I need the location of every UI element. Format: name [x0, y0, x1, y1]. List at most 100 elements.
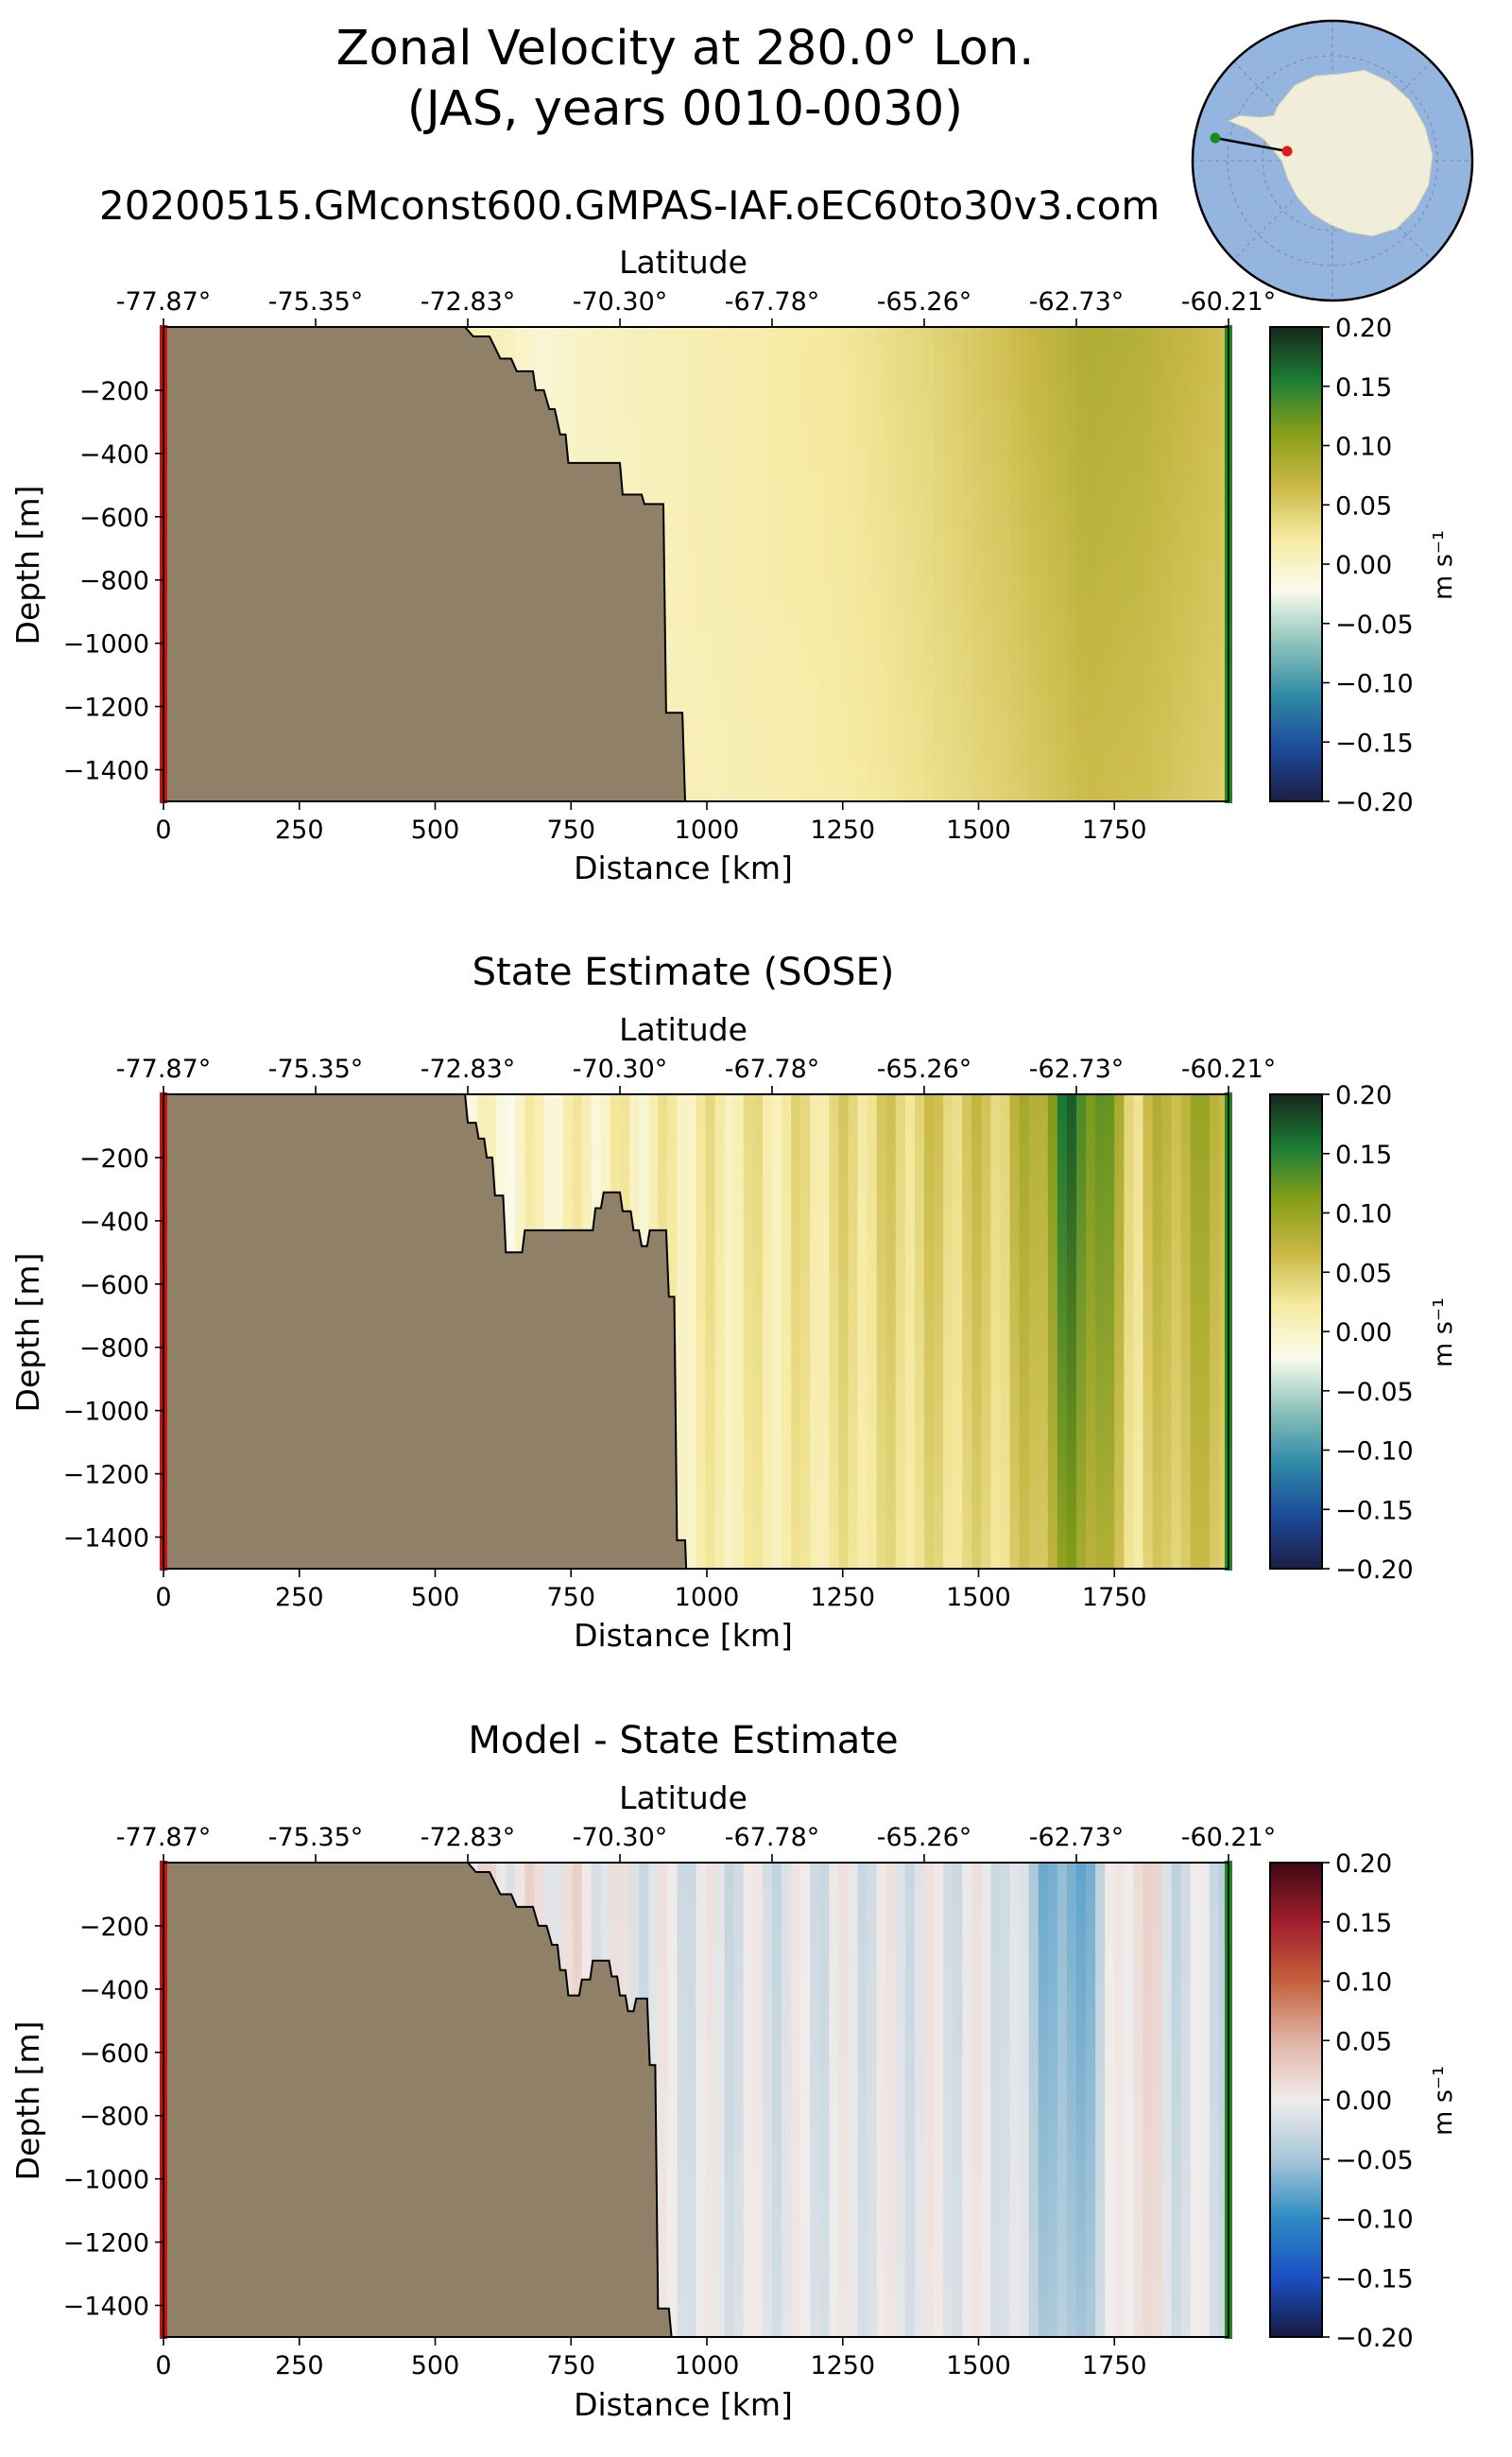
- heatmap-cell: [1076, 327, 1087, 801]
- panel-title: Model - State Estimate: [468, 1719, 898, 1762]
- y-tick-label: −1000: [63, 2166, 149, 2195]
- latitude-tick-label: -72.83°: [421, 1055, 516, 1084]
- heatmap-cell: [990, 327, 1002, 801]
- latitude-tick-label: -62.73°: [1029, 1823, 1125, 1852]
- heatmap-cell: [714, 1094, 726, 1569]
- heatmap-cell: [714, 327, 726, 801]
- y-tick-label: −200: [79, 377, 149, 406]
- transect-start-marker: [1210, 132, 1221, 144]
- seafloor-outline: [464, 1093, 688, 1570]
- heatmap-cell: [819, 1863, 831, 2337]
- heatmap-cell: [981, 1094, 992, 1569]
- heatmap-cell: [1143, 1863, 1154, 2337]
- heatmap-cell: [914, 1094, 925, 1569]
- latitude-tick-label: -72.83°: [421, 287, 516, 317]
- heatmap-cell: [714, 1863, 726, 2337]
- latitude-tick-label: -75.35°: [268, 1055, 364, 1084]
- heatmap-cell: [733, 1863, 745, 2337]
- heatmap-cell: [1180, 327, 1192, 801]
- latitude-tick-label: -60.21°: [1181, 1055, 1277, 1084]
- heatmap-cell: [819, 1094, 831, 1569]
- y-tick-label: −200: [79, 1913, 149, 1942]
- heatmap-cell: [914, 1863, 925, 2337]
- heatmap-cell: [1086, 1094, 1096, 1569]
- heatmap-cell: [1152, 1094, 1163, 1569]
- heatmap-cell: [1180, 1863, 1192, 2337]
- heatmap-cell: [829, 327, 840, 801]
- heatmap-cell: [772, 327, 782, 801]
- colorbar-tick-label: 0.00: [1335, 551, 1392, 580]
- heatmap-cell: [1076, 1094, 1087, 1569]
- heatmap-cell: [1133, 1094, 1144, 1569]
- x-tick-label: 1250: [810, 1583, 875, 1612]
- colorbar-tick-label: 0.15: [1335, 1141, 1392, 1170]
- heatmap-cell: [914, 327, 925, 801]
- heatmap-cell: [1143, 1094, 1154, 1569]
- x-tick-label: 1000: [675, 1583, 740, 1612]
- heatmap-cell: [1171, 327, 1182, 801]
- latitude-tick-label: -67.78°: [725, 287, 820, 317]
- heatmap-cell: [981, 1863, 992, 2337]
- heatmap-cell: [943, 1863, 954, 2337]
- heatmap-cell: [1209, 1863, 1220, 2337]
- y-tick-label: −800: [79, 2103, 149, 2132]
- latitude-tick-label: -65.26°: [877, 1055, 972, 1084]
- x-tick-label: 250: [275, 1583, 324, 1612]
- heatmap-cell: [686, 1863, 697, 2337]
- colorbar-tick-label: 0.20: [1335, 314, 1392, 343]
- heatmap-cell: [1086, 1863, 1096, 2337]
- heatmap-cell: [772, 1094, 782, 1569]
- heatmap-cell: [895, 1094, 906, 1569]
- heatmap-cell: [752, 327, 764, 801]
- heatmap-cell: [971, 327, 983, 801]
- heatmap-cell: [904, 327, 916, 801]
- colorbar-tick-label: −0.10: [1335, 2206, 1414, 2235]
- heatmap-cell: [1209, 327, 1220, 801]
- heatmap-cell: [1143, 327, 1154, 801]
- x-tick-label: 1250: [810, 2351, 875, 2380]
- y-tick-label: −1400: [63, 757, 149, 786]
- distance-axis-label: Distance [km]: [574, 850, 793, 886]
- heatmap-cell: [1133, 327, 1144, 801]
- depth-axis-label: Depth [m]: [9, 2021, 46, 2181]
- x-tick-label: 1750: [1082, 2351, 1147, 2380]
- heatmap-cell: [904, 1863, 916, 2337]
- colorbar-tick-label: −0.15: [1335, 1496, 1414, 1525]
- y-tick-label: −1200: [63, 2229, 149, 2259]
- colorbar-tick-label: 0.00: [1335, 1318, 1392, 1348]
- heatmap-cell: [1171, 1863, 1182, 2337]
- heatmap-cell: [1000, 327, 1011, 801]
- run-name: 20200515.GMconst600.GMPAS-IAF.oEC60to30v…: [99, 182, 1160, 229]
- x-tick-label: 750: [546, 816, 595, 845]
- y-tick-label: −1200: [63, 1461, 149, 1490]
- y-tick-label: −600: [79, 2039, 149, 2069]
- x-tick-label: 1500: [946, 816, 1011, 845]
- heatmap-cell: [838, 327, 850, 801]
- heatmap-cell: [677, 1094, 688, 1569]
- colorbar-tick-label: −0.10: [1335, 1437, 1414, 1467]
- x-tick-label: 1750: [1082, 816, 1147, 845]
- heatmap-cell: [686, 327, 697, 801]
- latitude-axis-label: Latitude: [619, 244, 747, 281]
- heatmap-cell: [1190, 327, 1201, 801]
- heatmap-plot: 0 250 500 750 1000 1250 1500 1750 −200 −400 −600 −8…: [63, 287, 1414, 845]
- heatmap-cell: [752, 1863, 764, 2337]
- heatmap-cell: [904, 1094, 916, 1569]
- latitude-tick-label: -70.30°: [573, 1055, 668, 1084]
- distance-axis-label: Distance [km]: [574, 1617, 793, 1654]
- latitude-tick-label: -77.87°: [116, 1055, 212, 1084]
- latitude-tick-label: -60.21°: [1181, 1823, 1277, 1852]
- heatmap-cell: [667, 1863, 679, 2337]
- colorbar-tick-label: 0.05: [1335, 2027, 1392, 2056]
- panel-sose: State Estimate (SOSE) Latitude Distance …: [9, 951, 1458, 1654]
- transect-line: [1214, 136, 1288, 153]
- heatmap-cell: [1028, 1863, 1040, 2337]
- latitude-tick-label: -77.87°: [116, 287, 212, 317]
- heatmap-cell: [1190, 1863, 1201, 2337]
- heatmap-cell: [724, 327, 735, 801]
- heatmap-cell: [990, 1094, 1002, 1569]
- latitude-tick-label: -72.83°: [421, 1823, 516, 1852]
- heatmap-cell: [696, 1094, 707, 1569]
- heatmap-cell: [1105, 327, 1116, 801]
- heatmap-cell: [1095, 1863, 1106, 2337]
